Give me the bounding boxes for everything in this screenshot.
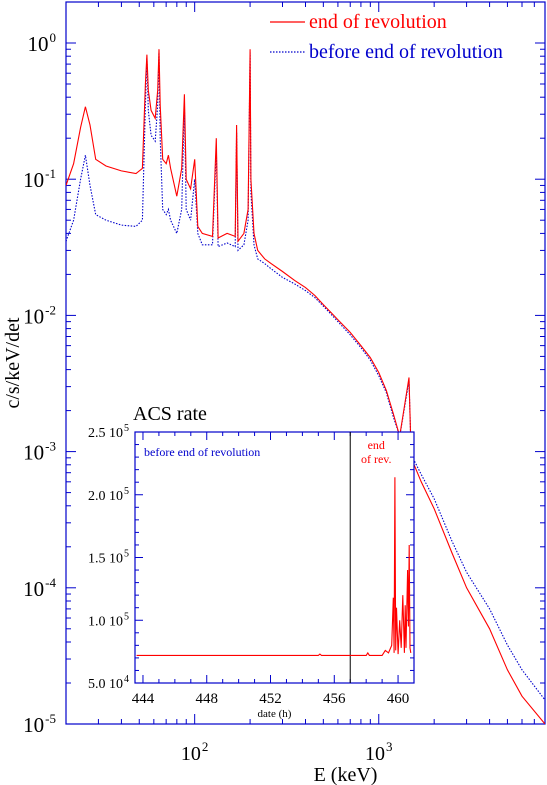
inset-y-tick-label: 1.0 105 — [88, 611, 129, 629]
x-tick-label-base: 10 — [365, 743, 385, 765]
x-tick-label-exponent: 3 — [386, 739, 393, 754]
inset-y-tick-label-exponent: 5 — [124, 423, 129, 434]
x-tick-label: 103 — [365, 739, 393, 765]
legend-label: before end of revolution — [309, 41, 503, 63]
x-axis-label: E (keV) — [314, 764, 378, 785]
inset-x-tick-label: 460 — [387, 691, 410, 707]
y-tick-label: 10-5 — [23, 711, 56, 737]
y-tick-label-exponent: -3 — [45, 439, 56, 454]
inset-y-tick-label-base: 1.0 10 — [88, 614, 123, 629]
y-axis-label: c/s/keV/det — [2, 317, 24, 409]
y-tick-label: 10-3 — [23, 439, 56, 465]
y-tick-label-exponent: -2 — [45, 302, 56, 317]
inset-x-axis-label: date (h) — [258, 708, 292, 720]
inset-title: ACS rate — [133, 403, 207, 425]
inset-y-tick-label-exponent: 5 — [124, 611, 129, 622]
inset-x-tick-label: 444 — [132, 691, 155, 707]
y-tick-label: 10-2 — [23, 302, 56, 328]
inset-y-tick-label: 5.0 104 — [88, 674, 129, 692]
inset-x-tick-label: 452 — [259, 691, 282, 707]
inset-annotation-of-rev: of rev. — [361, 452, 392, 466]
inset-y-tick-label-base: 2.5 10 — [88, 426, 123, 441]
x-tick-label: 102 — [181, 739, 209, 765]
inset-plot-frame — [134, 431, 415, 684]
inset-y-tick-label: 1.5 105 — [88, 549, 129, 567]
inset-x-tick-label: 448 — [195, 691, 218, 707]
inset-y-tick-label: 2.5 105 — [88, 423, 129, 441]
y-tick-label-exponent: -4 — [45, 575, 56, 590]
series-before-end-of-revolution-line — [66, 52, 545, 701]
inset-annotation-before: before end of revolution — [144, 445, 260, 459]
series-end-of-revolution-line — [66, 49, 545, 724]
inset-y-tick-label-exponent: 5 — [124, 486, 129, 497]
y-tick-label-base: 10 — [23, 304, 44, 328]
inset-y-tick-label: 2.0 105 — [88, 486, 129, 504]
inset-x-tick-label: 456 — [323, 691, 346, 707]
x-tick-label-base: 10 — [181, 743, 201, 765]
y-tick-label-base: 10 — [23, 441, 44, 465]
inset-y-tick-label-base: 5.0 10 — [88, 677, 123, 692]
inset-y-tick-label-exponent: 5 — [124, 549, 129, 560]
y-tick-label-exponent: -5 — [45, 711, 56, 726]
x-tick-label-exponent: 2 — [202, 739, 209, 754]
inset-y-tick-label-exponent: 4 — [124, 674, 129, 685]
y-tick-label-base: 10 — [28, 32, 49, 56]
y-tick-label: 10-1 — [23, 166, 56, 192]
legend-label: end of revolution — [309, 11, 447, 33]
y-tick-label-exponent: -1 — [45, 166, 56, 181]
y-tick-label-base: 10 — [23, 713, 44, 737]
y-tick-label-base: 10 — [23, 168, 44, 192]
y-tick-label-base: 10 — [23, 577, 44, 601]
y-tick-label: 10-4 — [23, 575, 56, 601]
inset-y-tick-label-base: 1.5 10 — [88, 552, 123, 567]
y-tick-label-exponent: 0 — [50, 30, 57, 45]
inset-y-tick-label-base: 2.0 10 — [88, 489, 123, 504]
inset-annotation-end: end — [368, 438, 385, 452]
inset-acs-rate-line — [136, 477, 412, 656]
y-tick-label: 100 — [28, 30, 57, 56]
